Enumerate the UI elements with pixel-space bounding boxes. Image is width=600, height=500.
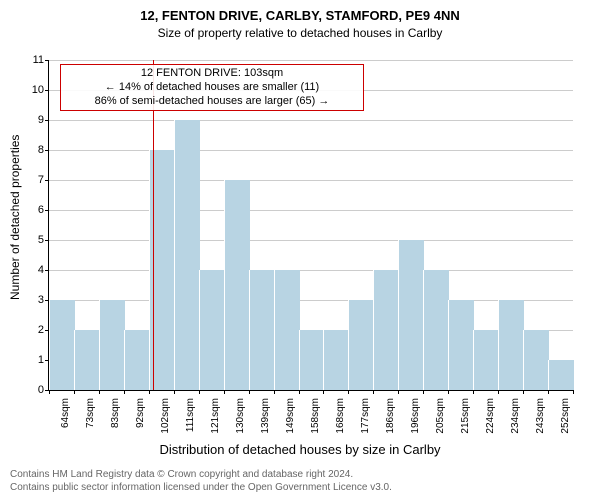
x-tick-label: 186sqm <box>385 398 396 438</box>
annotation-line1: 12 FENTON DRIVE: 103sqm <box>67 67 357 81</box>
y-tick-label: 5 <box>26 234 44 246</box>
bar <box>274 270 300 390</box>
y-tick-label: 8 <box>26 144 44 156</box>
annotation-line2: ← 14% of detached houses are smaller (11… <box>67 81 357 95</box>
y-tick-label: 6 <box>26 204 44 216</box>
y-tick-label: 11 <box>26 54 44 66</box>
bar <box>174 120 200 390</box>
bar <box>373 270 399 390</box>
bar <box>348 300 374 390</box>
x-tick-label: 205sqm <box>435 398 446 438</box>
chart-title: 12, FENTON DRIVE, CARLBY, STAMFORD, PE9 … <box>0 8 600 23</box>
x-tick-label: 92sqm <box>135 398 146 438</box>
bar <box>49 300 75 390</box>
bar <box>473 330 499 390</box>
x-tick-label: 196sqm <box>410 398 421 438</box>
x-tick-label: 149sqm <box>285 398 296 438</box>
footer-attribution: Contains HM Land Registry data © Crown c… <box>10 469 392 494</box>
x-tick-label: 252sqm <box>560 398 571 438</box>
x-tick-label: 83sqm <box>110 398 121 438</box>
y-tick-label: 10 <box>26 84 44 96</box>
x-tick-label: 102sqm <box>160 398 171 438</box>
x-axis-label: Distribution of detached houses by size … <box>0 442 600 457</box>
y-tick-label: 4 <box>26 264 44 276</box>
y-axis-label: Number of detached properties <box>8 135 22 300</box>
annotation-box: 12 FENTON DRIVE: 103sqm ← 14% of detache… <box>60 64 364 111</box>
x-tick-label: 224sqm <box>485 398 496 438</box>
bar <box>99 300 125 390</box>
bar <box>498 300 524 390</box>
bar <box>74 330 100 390</box>
bar <box>124 330 150 390</box>
x-tick-label: 168sqm <box>335 398 346 438</box>
x-tick-label: 234sqm <box>510 398 521 438</box>
bar <box>199 270 225 390</box>
grid-line <box>49 300 573 301</box>
bar <box>249 270 275 390</box>
bar <box>548 360 574 390</box>
annotation-line3: 86% of semi-detached houses are larger (… <box>67 95 357 109</box>
grid-line <box>49 180 573 181</box>
bar <box>398 240 424 390</box>
x-tick-label: 130sqm <box>235 398 246 438</box>
y-tick-label: 7 <box>26 174 44 186</box>
x-tick-label: 64sqm <box>60 398 71 438</box>
bar <box>523 330 549 390</box>
bar <box>224 180 250 390</box>
x-tick-label: 177sqm <box>360 398 371 438</box>
chart-container: { "title": "12, FENTON DRIVE, CARLBY, ST… <box>0 0 600 500</box>
y-tick-label: 3 <box>26 294 44 306</box>
grid-line <box>49 150 573 151</box>
x-tick-label: 243sqm <box>535 398 546 438</box>
y-tick-label: 0 <box>26 384 44 396</box>
bar <box>299 330 325 390</box>
bar <box>423 270 449 390</box>
y-tick-label: 9 <box>26 114 44 126</box>
bar <box>448 300 474 390</box>
x-tick-label: 111sqm <box>185 398 196 438</box>
grid-line <box>49 210 573 211</box>
footer-line2: Contains public sector information licen… <box>10 482 392 495</box>
x-tick-label: 215sqm <box>460 398 471 438</box>
y-tick-label: 1 <box>26 354 44 366</box>
grid-line <box>49 240 573 241</box>
x-tick-label: 139sqm <box>260 398 271 438</box>
x-tick-label: 158sqm <box>310 398 321 438</box>
chart-subtitle: Size of property relative to detached ho… <box>0 26 600 40</box>
grid-line <box>49 270 573 271</box>
y-tick-label: 2 <box>26 324 44 336</box>
x-tick-label: 73sqm <box>85 398 96 438</box>
x-tick-label: 121sqm <box>210 398 221 438</box>
bar <box>323 330 349 390</box>
grid-line <box>49 120 573 121</box>
footer-line1: Contains HM Land Registry data © Crown c… <box>10 469 392 482</box>
grid-line <box>49 60 573 61</box>
